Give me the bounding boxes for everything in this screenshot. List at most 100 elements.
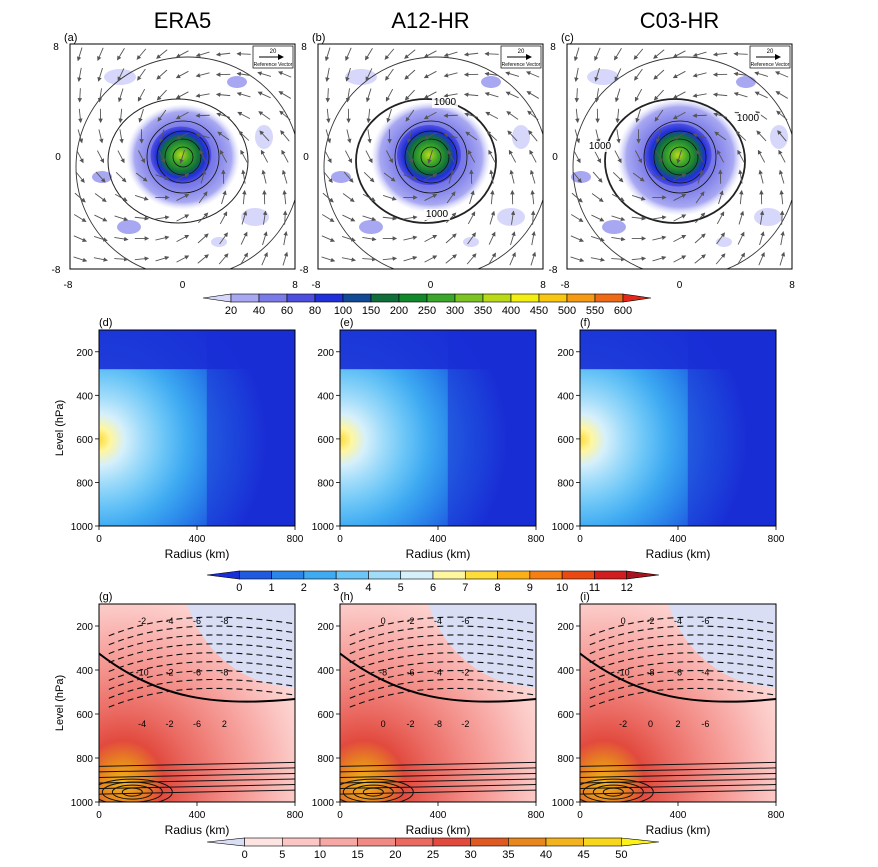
positive-contour	[580, 778, 654, 802]
wind-vector	[631, 216, 647, 221]
wind-vector	[198, 212, 209, 224]
wind-vector	[655, 129, 662, 144]
wind-vector	[95, 171, 106, 183]
y-tick-label: 800	[76, 754, 93, 765]
colorbar-tick-label: 10	[556, 582, 568, 594]
y-tick-label: 200	[317, 622, 334, 633]
wind-vector	[739, 189, 744, 205]
x-tick-label: 0	[337, 810, 343, 821]
colorbar-cell	[432, 570, 466, 580]
wind-vector	[262, 231, 268, 246]
colorbar-cell	[583, 837, 622, 847]
wind-vector	[155, 235, 170, 241]
wind-vector	[75, 171, 85, 183]
colorbar-cell	[244, 837, 283, 847]
colorbar-cell	[342, 293, 372, 303]
contour-label: -6	[193, 616, 201, 626]
contour-label: -6	[193, 667, 201, 677]
negative-contour	[589, 687, 776, 708]
wind-vector	[571, 214, 584, 222]
y-tick-label: 600	[317, 710, 334, 721]
wind-vector	[175, 70, 189, 79]
negative-contour	[108, 661, 295, 681]
panel-letter-e: (e)	[340, 317, 353, 329]
wind-vector	[200, 169, 207, 184]
contour-label: -4	[674, 616, 682, 626]
reference-vector-box: 20 Reference Vector	[749, 45, 791, 69]
colorbar-cell	[271, 570, 305, 580]
pressure-contour	[643, 120, 717, 194]
wind-vector	[76, 150, 84, 164]
y-tick-label: -8	[300, 265, 309, 276]
wind-vector	[466, 253, 477, 265]
wind-vector	[633, 48, 644, 60]
wind-vector	[733, 71, 748, 77]
y-tick-label: 800	[317, 478, 334, 489]
wind-vector	[488, 252, 496, 265]
wind-vector	[758, 169, 764, 184]
positive-contour	[101, 781, 163, 802]
colorbar-tick-label: 40	[540, 849, 552, 861]
negative-contour	[108, 687, 295, 708]
wind-vector	[423, 91, 437, 99]
colorbar-tick-label: 8	[495, 582, 501, 594]
colorbar-cell	[206, 837, 245, 847]
reference-vector-label: Reference Vector	[254, 62, 293, 68]
wind-vector	[157, 109, 167, 122]
colorbar-bottom: 0 5 10 15 20 25 30 35 40 45 50	[206, 837, 660, 861]
wind-vector	[692, 51, 707, 58]
wind-vector	[236, 51, 251, 57]
wind-vector	[590, 236, 605, 242]
pressure-contour-outer	[323, 56, 543, 269]
wind-vector	[96, 150, 105, 164]
colorbar-tick-label: 2	[301, 582, 307, 594]
pressure-contour	[156, 130, 210, 184]
contour-label: -8	[379, 667, 387, 677]
wind-vector	[696, 149, 704, 163]
positive-contour	[340, 772, 536, 778]
colorbar-tick-label: 20	[225, 305, 237, 317]
wind-vector	[673, 173, 687, 181]
wind-vector	[779, 251, 786, 266]
x-tick-label: 400	[670, 534, 687, 545]
wind-vector	[344, 150, 353, 164]
x-tick-label: 800	[768, 810, 785, 821]
wind-vector	[93, 236, 108, 242]
wind-vector	[653, 49, 665, 59]
bottom-row-panels: (g)-2 -4 -6 -8-10 -2 -6 -8-4 -2 -6 22004006008001…	[54, 591, 785, 837]
wind-vector	[733, 51, 748, 57]
colorbar-cell	[368, 570, 402, 580]
wind-vector	[282, 189, 287, 205]
positive-contour	[99, 778, 173, 802]
wind-vector	[77, 129, 84, 144]
y-tick-label: -8	[549, 265, 558, 276]
wind-vector	[715, 253, 726, 265]
wind-vector	[692, 93, 707, 98]
colorbar-cell	[230, 293, 260, 303]
wind-vector	[447, 149, 455, 163]
y-tick-label: 200	[317, 348, 334, 359]
colorbar-cell	[594, 570, 628, 580]
wind-vector	[778, 149, 786, 163]
wind-vector	[506, 111, 519, 120]
wind-vector	[281, 169, 288, 184]
y-tick-label: 200	[557, 622, 574, 633]
x-tick-label: 400	[189, 810, 206, 821]
wind-vector	[463, 92, 479, 97]
y-tick-label: 0	[552, 152, 558, 163]
wind-vector	[385, 88, 394, 102]
wind-vector	[365, 48, 373, 61]
wind-vector	[215, 52, 231, 57]
wind-vector	[508, 149, 517, 163]
y-tick-label: 1000	[552, 522, 575, 533]
wind-vector	[777, 130, 787, 142]
wind-vector	[525, 71, 540, 78]
pressure-contour	[661, 138, 699, 176]
negative-contour	[589, 643, 776, 664]
wind-vector	[176, 255, 190, 263]
x-axis-label: Radius (km)	[646, 547, 711, 561]
wind-vector	[158, 129, 165, 144]
wind-vector	[509, 169, 515, 184]
colorbar-tick-label: 45	[578, 849, 590, 861]
precip-patch	[736, 76, 756, 88]
